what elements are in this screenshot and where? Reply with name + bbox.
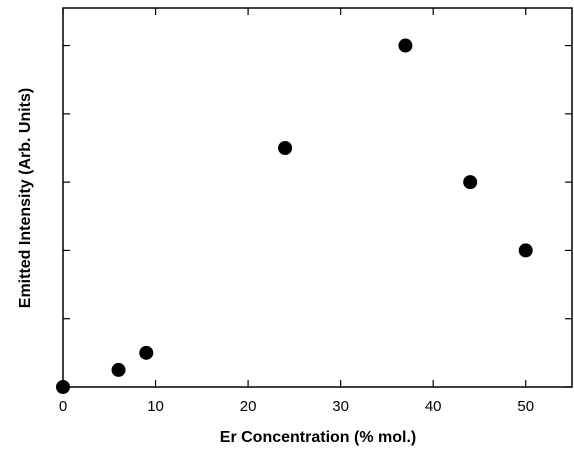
x-tick-label: 50 [517, 398, 534, 415]
x-tick-label: 40 [425, 398, 442, 415]
point [398, 38, 413, 53]
x-tick-label: 10 [147, 398, 164, 415]
plot-frame [62, 7, 573, 388]
point [518, 243, 533, 258]
x-tick-label: 30 [332, 398, 349, 415]
y-axis-title: Emitted Intensity (Arb. Units) [17, 88, 34, 308]
x-tick-label: 0 [59, 398, 67, 415]
point [278, 140, 293, 155]
point [56, 380, 70, 394]
point [463, 175, 478, 190]
point [139, 345, 154, 360]
point [111, 362, 126, 377]
x-axis-title: Er Concentration (% mol.) [220, 429, 416, 446]
x-tick-label: 20 [240, 398, 257, 415]
